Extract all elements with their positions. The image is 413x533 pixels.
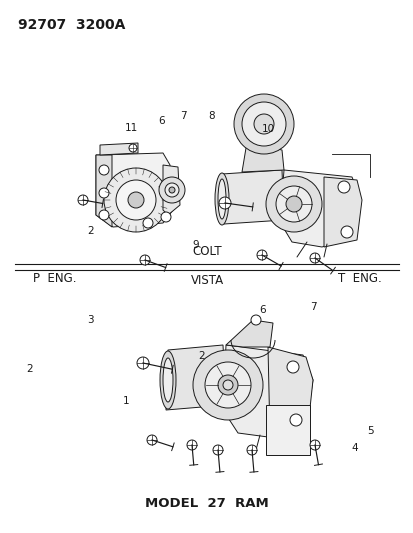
Polygon shape — [96, 155, 112, 227]
Circle shape — [337, 181, 349, 193]
Polygon shape — [163, 165, 180, 215]
Circle shape — [147, 435, 157, 445]
Polygon shape — [96, 153, 173, 227]
Circle shape — [285, 196, 301, 212]
Circle shape — [256, 250, 266, 260]
Circle shape — [116, 180, 156, 220]
Circle shape — [192, 350, 262, 420]
Circle shape — [142, 218, 153, 228]
Circle shape — [137, 357, 149, 369]
Circle shape — [159, 177, 185, 203]
Circle shape — [266, 176, 321, 232]
Circle shape — [165, 183, 178, 197]
Circle shape — [223, 380, 233, 390]
Text: 6: 6 — [158, 116, 164, 126]
Circle shape — [78, 195, 88, 205]
Text: 6: 6 — [259, 305, 265, 315]
Circle shape — [187, 440, 197, 450]
Circle shape — [104, 168, 168, 232]
Text: 7: 7 — [309, 302, 316, 312]
Circle shape — [309, 440, 319, 450]
Circle shape — [254, 114, 273, 134]
Circle shape — [286, 361, 298, 373]
Circle shape — [247, 445, 256, 455]
Polygon shape — [166, 345, 225, 410]
Text: 4: 4 — [351, 443, 357, 453]
Circle shape — [233, 94, 293, 154]
Text: 2: 2 — [87, 227, 93, 236]
Text: 5: 5 — [367, 426, 373, 435]
Circle shape — [218, 197, 230, 209]
Circle shape — [99, 165, 109, 175]
Polygon shape — [267, 347, 312, 437]
Text: 7: 7 — [180, 111, 186, 121]
Text: 10: 10 — [261, 124, 275, 134]
Text: 11: 11 — [125, 123, 138, 133]
Circle shape — [169, 187, 175, 193]
Text: 3: 3 — [87, 316, 93, 325]
Ellipse shape — [163, 358, 173, 402]
Text: 2: 2 — [26, 365, 33, 374]
Polygon shape — [242, 142, 283, 172]
Text: 9: 9 — [192, 240, 198, 249]
Text: P  ENG.: P ENG. — [33, 272, 76, 285]
Text: VISTA: VISTA — [190, 274, 223, 287]
Circle shape — [204, 362, 250, 408]
Circle shape — [218, 375, 237, 395]
Polygon shape — [279, 170, 359, 247]
Ellipse shape — [214, 173, 228, 225]
Circle shape — [99, 188, 109, 198]
Polygon shape — [323, 177, 361, 247]
Polygon shape — [225, 320, 272, 347]
Polygon shape — [221, 170, 283, 224]
Text: MODEL  27  RAM: MODEL 27 RAM — [145, 497, 268, 510]
Circle shape — [289, 414, 301, 426]
Text: 8: 8 — [208, 111, 215, 121]
Text: T  ENG.: T ENG. — [337, 272, 381, 285]
Circle shape — [161, 212, 171, 222]
Circle shape — [340, 226, 352, 238]
Polygon shape — [100, 143, 138, 155]
Circle shape — [242, 102, 285, 146]
Circle shape — [212, 445, 223, 455]
Text: 1: 1 — [123, 397, 129, 406]
Circle shape — [250, 315, 260, 325]
Ellipse shape — [218, 179, 225, 219]
Text: COLT: COLT — [192, 245, 221, 258]
Text: 92707  3200A: 92707 3200A — [18, 18, 125, 32]
Polygon shape — [223, 345, 312, 437]
Circle shape — [129, 144, 137, 152]
Ellipse shape — [159, 351, 176, 409]
Text: 2: 2 — [198, 351, 205, 361]
Circle shape — [275, 186, 311, 222]
Polygon shape — [266, 405, 309, 455]
Circle shape — [309, 253, 319, 263]
Circle shape — [128, 192, 144, 208]
Circle shape — [99, 210, 109, 220]
Circle shape — [140, 255, 150, 265]
